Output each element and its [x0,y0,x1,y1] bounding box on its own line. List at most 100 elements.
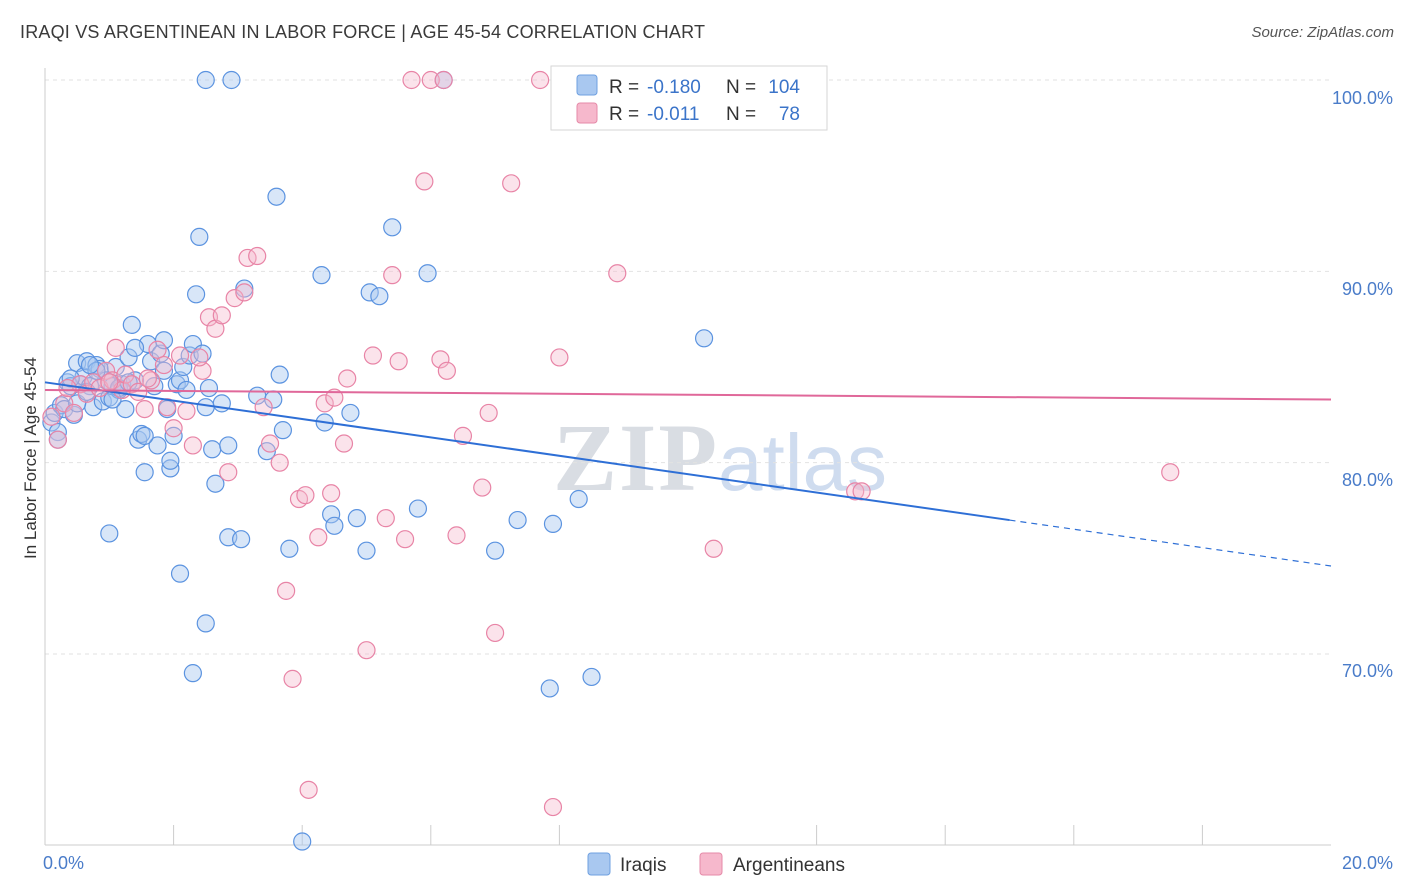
point-argentineans-66 [704,539,723,558]
point-argentineans-10 [106,338,125,357]
point-argentineans-34 [270,453,289,472]
point-iraqis-84 [100,524,119,543]
point-argentineans-23 [193,361,212,380]
point-argentineans-59 [486,623,505,643]
point-iraqis-29 [135,463,154,482]
point-iraqis-85 [125,338,145,357]
point-argentineans-8 [96,361,116,380]
point-argentineans-21 [177,401,196,421]
point-iraqis-91 [222,70,241,90]
point-argentineans-43 [325,388,344,407]
trend-line-iraqis [44,381,1010,522]
point-iraqis-75 [418,264,437,283]
point-iraqis-103 [161,451,180,470]
point-iraqis-87 [196,614,215,633]
point-argentineans-50 [389,352,408,371]
legend-r-value-argentineans: -0.011 [647,104,699,125]
point-iraqis-20 [106,357,125,377]
point-iraqis-82 [582,667,601,687]
point-argentineans-39 [299,780,318,799]
y-axis-label: In Labor Force | Age 45-54 [21,357,40,559]
point-argentineans-0 [42,407,61,426]
point-argentineans-29 [235,283,254,302]
point-iraqis-59 [267,187,286,206]
point-iraqis-42 [177,380,196,400]
watermark-zip: ZIP [553,404,719,511]
point-argentineans-15 [135,399,154,419]
point-argentineans-40 [309,528,328,547]
point-iraqis-100 [80,355,100,375]
point-iraqis-67 [325,516,344,535]
trend-line-argentineans [44,388,1332,401]
bottom-legend-label-argentineans: Argentineans [733,855,845,876]
point-argentineans-75 [58,378,77,398]
point-argentineans-72 [434,70,453,90]
point-argentineans-74 [190,348,209,367]
bottom-legend: Iraqis Argentineans [587,852,845,876]
point-iraqis-41 [174,357,193,377]
point-iraqis-40 [170,371,190,390]
bottom-legend-swatch-argentineans [699,852,723,876]
source-credit: Source: ZipAtlas.com [1251,24,1394,41]
point-iraqis-55 [235,279,254,298]
point-argentineans-52 [415,172,434,191]
y-tick-label-100: 100.0% [1332,88,1393,108]
point-argentineans-60 [502,174,521,193]
point-argentineans-63 [550,348,569,367]
point-iraqis-81 [569,489,588,509]
point-iraqis-48 [196,398,215,417]
trend-lines [44,381,1332,567]
point-argentineans-35 [277,581,296,600]
point-iraqis-63 [293,832,312,851]
point-argentineans-32 [254,398,273,417]
point-iraqis-61 [273,421,293,440]
point-argentineans-54 [437,361,456,380]
point-argentineans-56 [453,426,473,445]
point-argentineans-36 [283,669,302,688]
point-iraqis-97 [154,361,174,380]
point-argentineans-55 [447,526,466,545]
point-iraqis-51 [206,474,225,493]
y-tick-label-80: 80.0% [1342,470,1393,490]
point-argentineans-28 [225,289,244,308]
point-argentineans-69 [1161,463,1180,482]
point-iraqis-70 [357,541,376,560]
legend-n-label-argentineans: N = [726,104,756,125]
point-iraqis-71 [360,283,379,302]
point-iraqis-65 [312,266,331,285]
point-iraqis-79 [540,679,559,698]
point-iraqis-90 [196,70,215,90]
point-iraqis-86 [170,564,190,583]
point-argentineans-26 [212,306,231,325]
bottom-legend-label-iraqis: Iraqis [620,855,666,876]
point-argentineans-71 [421,70,440,90]
point-iraqis-0 [42,413,61,432]
point-argentineans-1 [48,430,67,449]
point-argentineans-70 [402,70,421,90]
point-iraqis-83 [694,329,714,348]
trend-line-iraqis-extension [1009,519,1332,567]
point-argentineans-58 [479,403,498,423]
point-iraqis-50 [203,440,222,459]
point-argentineans-51 [395,530,415,549]
point-argentineans-12 [116,365,135,384]
legend-n-label-iraqis: N = [726,77,756,98]
point-iraqis-72 [370,287,389,306]
y-tick-label-70: 70.0% [1342,661,1393,681]
point-argentineans-3 [64,403,84,423]
point-iraqis-35 [154,331,174,350]
legend-r-label-argentineans: R = [609,104,639,125]
point-argentineans-57 [473,478,492,497]
legend-swatch-iraqis [576,74,598,96]
point-iraqis-23 [116,399,135,419]
watermark-atlas: atlas [718,418,887,507]
point-argentineans-65 [608,264,627,283]
point-iraqis-69 [347,509,366,528]
point-argentineans-73 [158,398,177,417]
point-iraqis-68 [341,403,360,423]
point-iraqis-102 [135,426,154,445]
point-argentineans-47 [363,346,383,365]
bottom-legend-swatch-iraqis [587,852,611,876]
axes [44,68,1331,846]
